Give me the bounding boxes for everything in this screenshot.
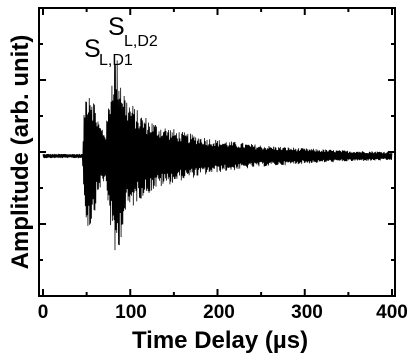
annotation-sld1-main: S [84,35,101,63]
annotation-sld2: S L,D2 [108,13,158,50]
x-tick-label-100: 100 [115,302,147,323]
plot-frame [38,7,396,297]
x-tick-label-400: 400 [376,302,408,323]
signal-trace [42,57,393,251]
y-axis-title: Amplitude (arb. unit) [7,35,34,270]
x-tick-label-300: 300 [291,302,323,323]
annotation-sld2-sub: L,D2 [124,33,158,50]
x-tick-label-200: 200 [203,302,235,323]
x-tick-label-0: 0 [38,302,49,323]
x-tick-labels: 0 100 200 300 400 [38,302,408,323]
annotation-sld1-sub: L,D1 [99,52,133,69]
annotation-sld1: S L,D1 [84,35,133,69]
annotation-sld2-main: S [108,13,125,41]
x-axis-title: Time Delay (µs) [132,327,308,354]
signal-line [42,57,393,251]
